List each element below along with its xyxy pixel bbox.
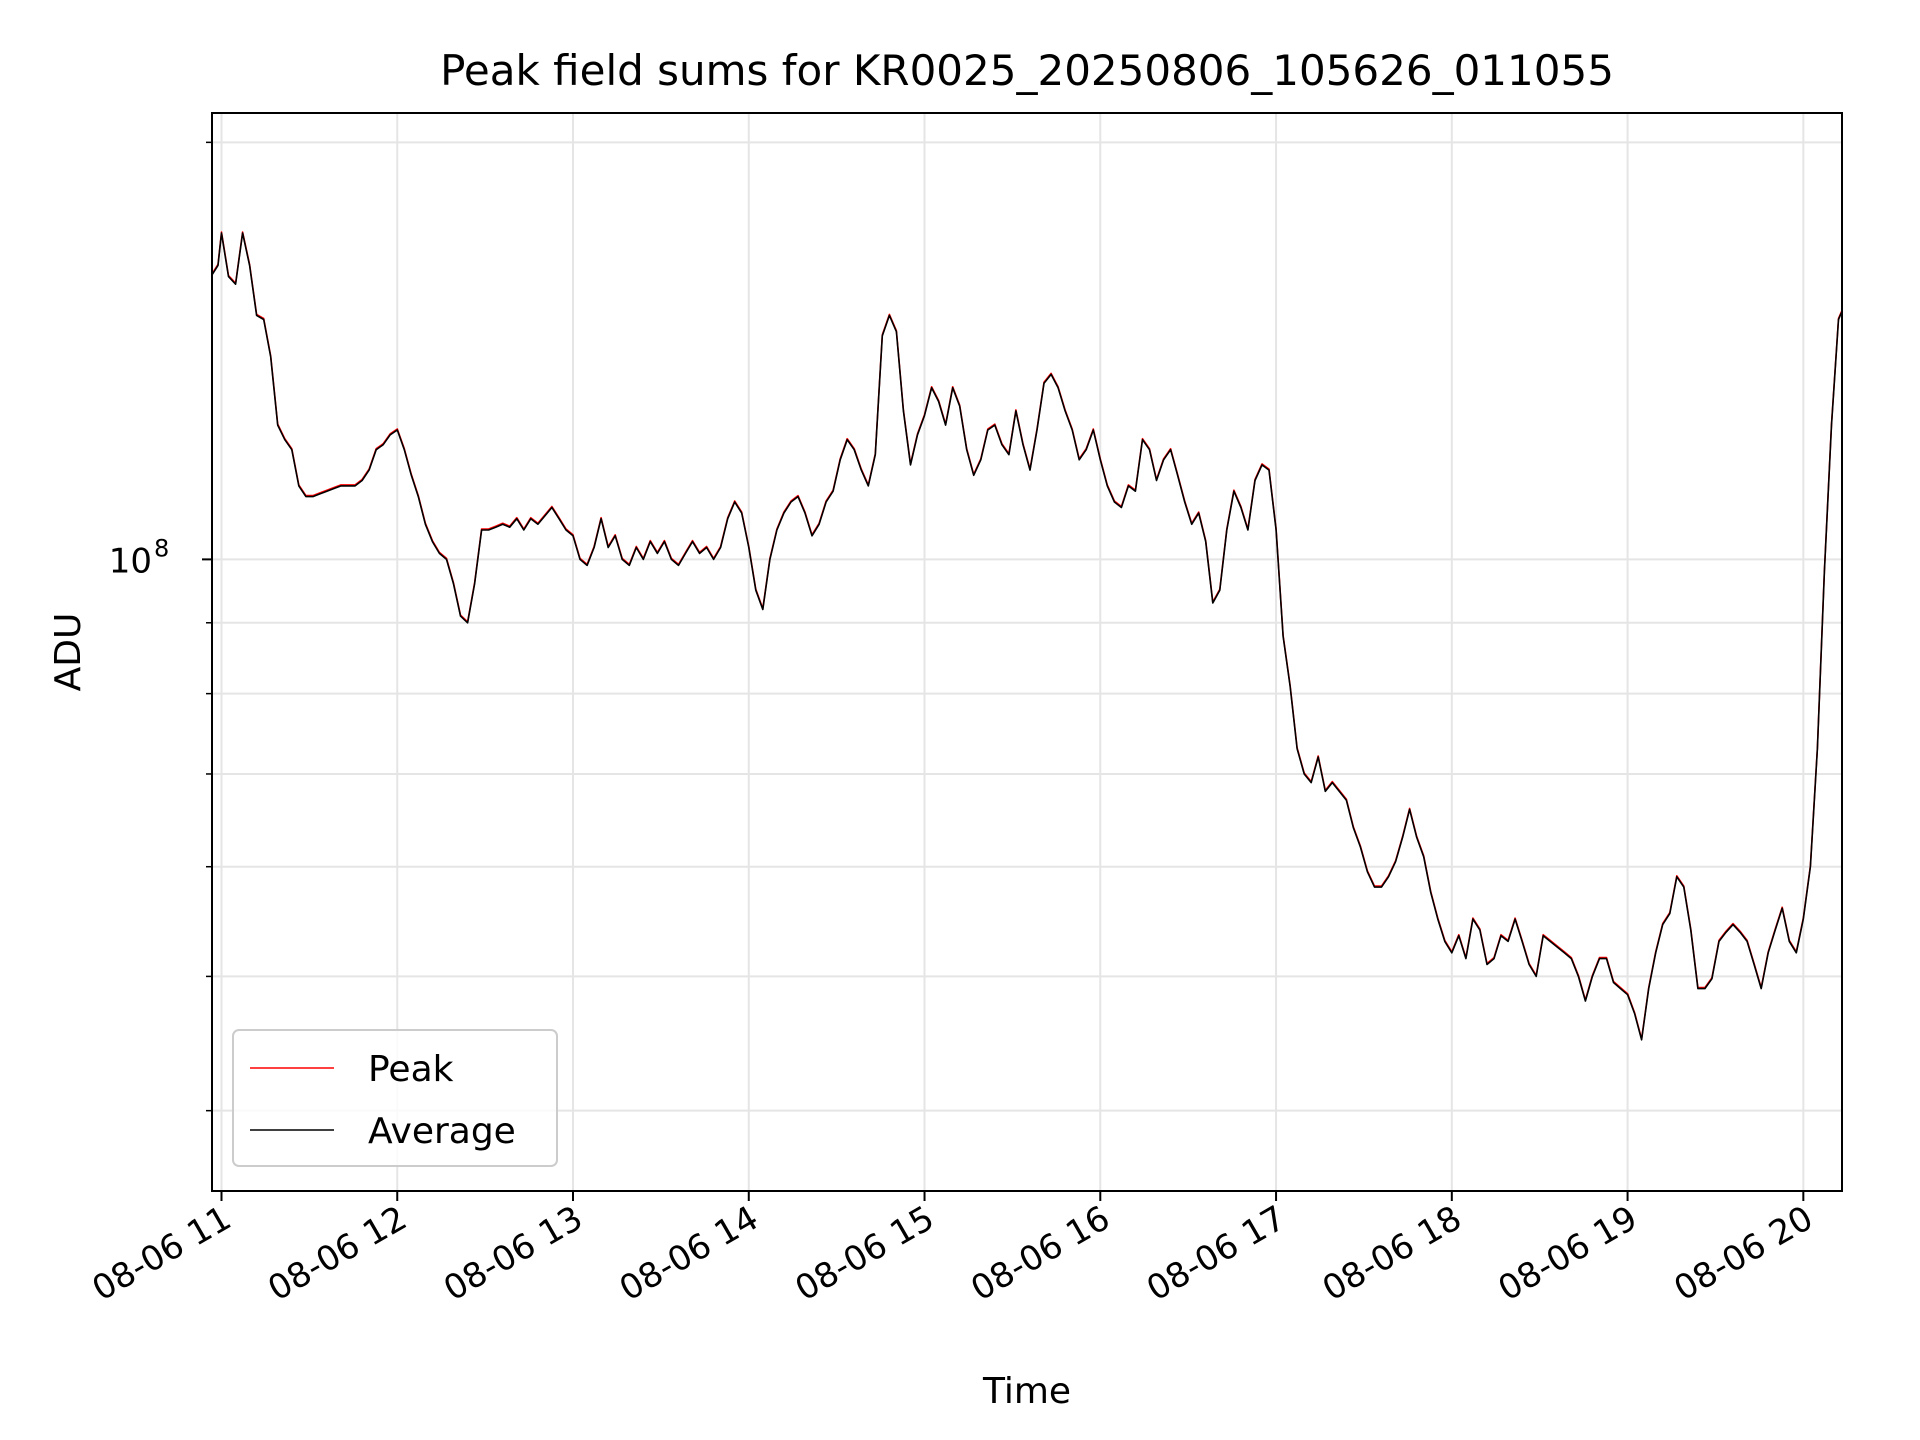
series-line-average (212, 232, 1842, 1041)
legend: Peak Average (232, 1029, 558, 1167)
y-tick-label: 10 (109, 541, 152, 581)
y-axis-label: ADU (48, 613, 89, 692)
series-layer (212, 231, 1842, 1041)
legend-label-peak: Peak (368, 1049, 454, 1090)
plot-frame (211, 112, 1843, 1192)
y-tick-label-exponent: 8 (154, 534, 169, 562)
legend-label-average: Average (368, 1111, 516, 1152)
grid (212, 113, 1842, 1191)
legend-box (232, 1029, 558, 1167)
y-axis: 10 8 (109, 141, 212, 1112)
chart-title: Peak field sums for KR0025_20250806_1056… (440, 46, 1614, 95)
x-axis-label: Time (982, 1371, 1071, 1412)
